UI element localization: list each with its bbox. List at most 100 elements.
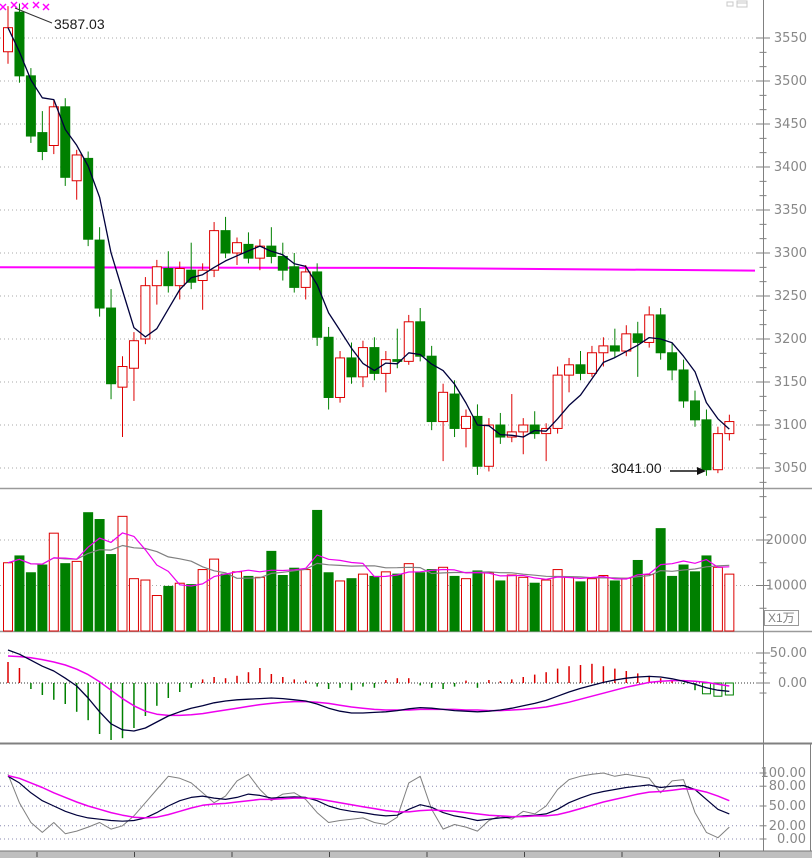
volume-bar <box>25 572 36 632</box>
candle-body <box>346 357 357 378</box>
candle-body <box>529 424 540 435</box>
price-tick-label: 3050 <box>774 461 807 476</box>
candle-body <box>151 266 162 287</box>
mini-window-icon <box>726 1 734 7</box>
volume-bar <box>438 566 449 632</box>
volume-bar <box>403 563 414 632</box>
candle-body <box>609 345 620 352</box>
sell-x-marker-icon <box>10 1 18 9</box>
candle-body <box>632 333 643 343</box>
high-label-pointer <box>14 7 53 24</box>
volume-bar <box>312 509 323 632</box>
volume-bar <box>690 571 700 632</box>
candle-body <box>655 314 666 354</box>
macd-tick-label: 0.00 <box>778 676 807 691</box>
volume-bar <box>598 574 609 632</box>
volume-bar <box>128 578 139 632</box>
candle-body <box>690 400 700 421</box>
volume-bar <box>60 563 71 632</box>
macd-dif-line <box>7 649 730 732</box>
price-tick-label: 3450 <box>774 117 807 132</box>
volume-bar <box>163 585 174 632</box>
candle-body <box>644 314 655 343</box>
candle-body <box>678 369 689 402</box>
price-panel[interactable] <box>0 0 763 488</box>
macd-panel[interactable] <box>0 632 763 743</box>
candle-body <box>83 157 94 240</box>
candle-body <box>472 415 483 467</box>
kdj-tick-label: 20.00 <box>769 819 806 834</box>
price-tick-label: 3350 <box>774 203 807 218</box>
volume-bar <box>632 559 643 632</box>
candle-body <box>60 106 71 178</box>
volume-bar <box>140 579 151 632</box>
volume-bar <box>106 554 117 632</box>
time-axis-bar[interactable] <box>0 851 812 858</box>
volume-bar <box>346 578 357 632</box>
candle-body <box>483 424 494 467</box>
volume-bar <box>117 515 128 632</box>
volume-bar <box>83 512 94 632</box>
volume-bar <box>529 582 540 632</box>
volume-bar <box>14 555 25 632</box>
kdj-tick-label: 50.00 <box>769 799 806 814</box>
volume-bar <box>392 573 403 632</box>
volume-bar <box>209 558 220 632</box>
mini-window-icon <box>736 0 748 8</box>
price-tick-label: 3200 <box>774 332 807 347</box>
candle-body <box>575 364 586 374</box>
price-tick-label: 3150 <box>774 375 807 390</box>
volume-bar <box>724 573 735 632</box>
candle-body <box>415 321 426 357</box>
volume-bar <box>37 564 48 632</box>
candle-body <box>449 393 460 429</box>
kdj-panel[interactable] <box>0 744 763 851</box>
kdj-tick-label: 80.00 <box>769 779 806 794</box>
sell-x-marker-icon <box>42 3 50 11</box>
ma-long-line <box>0 266 756 272</box>
kdj-tick-label: 0.00 <box>777 832 806 847</box>
candle-body <box>209 230 220 271</box>
candle-body <box>232 242 242 254</box>
price-tick-label: 3250 <box>774 289 807 304</box>
volume-panel[interactable] <box>0 489 763 631</box>
volume-bar <box>323 572 334 632</box>
candle-body <box>14 11 25 77</box>
volume-bar <box>495 580 506 632</box>
volume-bar <box>472 570 483 632</box>
volume-bar <box>701 555 712 632</box>
volume-ma5-line <box>7 532 730 587</box>
candle-body <box>94 239 105 309</box>
macd-hist-box <box>724 682 734 696</box>
price-tick-label: 3550 <box>774 31 807 46</box>
candle-body <box>37 132 48 153</box>
candle-body <box>438 391 449 423</box>
volume-bar <box>426 569 437 632</box>
candle-body <box>357 347 368 378</box>
candle-body <box>220 230 231 254</box>
candle-body <box>128 340 139 369</box>
volume-bar <box>48 532 59 632</box>
macd-dea-line <box>7 655 730 717</box>
volume-bar <box>655 528 666 632</box>
volume-tick-label: 20000 <box>766 533 807 548</box>
volume-unit-label: X1万 <box>764 610 799 626</box>
volume-bar <box>186 584 197 632</box>
volume-bar <box>678 564 689 632</box>
volume-bar <box>449 575 460 632</box>
sell-x-marker-icon <box>32 1 40 9</box>
volume-bar <box>415 572 426 632</box>
kdj-tick-label: 100.00 <box>761 766 807 781</box>
candle-body <box>140 285 151 340</box>
candle-body <box>25 75 36 137</box>
macd-tick-label: 50.00 <box>770 646 807 661</box>
price-tick-label: 3100 <box>774 418 807 433</box>
candle-body <box>564 364 575 376</box>
volume-bar <box>518 576 529 632</box>
volume-bar <box>174 582 185 632</box>
volume-bar <box>552 569 563 632</box>
volume-bar <box>541 579 552 632</box>
